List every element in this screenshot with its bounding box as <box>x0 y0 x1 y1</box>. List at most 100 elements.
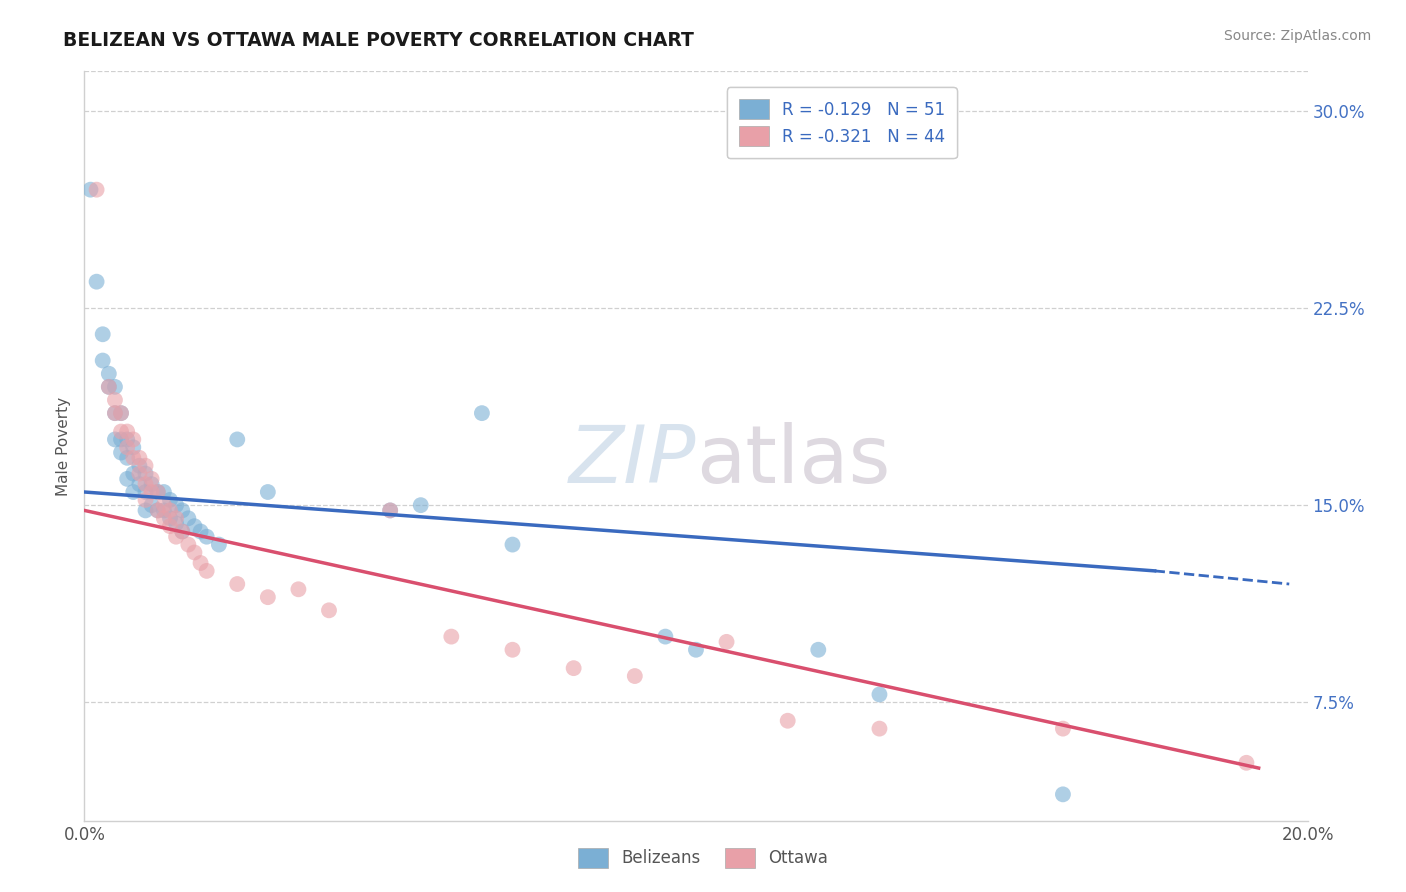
Point <box>172 503 194 517</box>
Point <box>141 472 163 486</box>
Point <box>110 433 132 447</box>
Point <box>128 477 150 491</box>
Point <box>190 556 212 570</box>
Point <box>104 392 127 407</box>
Point <box>135 458 157 473</box>
Point <box>122 450 145 465</box>
Point <box>122 467 145 481</box>
Text: Source: ZipAtlas.com: Source: ZipAtlas.com <box>1223 29 1371 43</box>
Point <box>183 545 205 559</box>
Point <box>1236 756 1258 770</box>
Point <box>807 642 830 657</box>
Point <box>177 538 200 552</box>
Legend: Belizeans, Ottawa: Belizeans, Ottawa <box>571 841 835 875</box>
Point <box>128 467 150 481</box>
Point <box>195 530 218 544</box>
Point <box>135 503 157 517</box>
Point <box>440 630 463 644</box>
Point <box>122 440 145 454</box>
Point <box>195 564 218 578</box>
Point <box>172 524 194 539</box>
Point <box>190 524 212 539</box>
Point <box>110 406 132 420</box>
Point <box>153 511 176 525</box>
Point <box>159 511 181 525</box>
Text: ZIP: ZIP <box>568 422 696 500</box>
Point <box>153 503 176 517</box>
Point <box>135 467 157 481</box>
Point <box>159 519 181 533</box>
Point <box>172 524 194 539</box>
Point <box>135 477 157 491</box>
Point <box>153 498 176 512</box>
Point <box>146 485 169 500</box>
Point <box>1052 722 1074 736</box>
Point <box>208 538 231 552</box>
Point <box>869 688 891 702</box>
Point <box>141 477 163 491</box>
Point <box>177 511 200 525</box>
Point <box>115 425 138 439</box>
Point <box>141 498 163 512</box>
Point <box>110 406 132 420</box>
Point <box>141 485 163 500</box>
Point <box>165 516 187 531</box>
Text: atlas: atlas <box>696 422 890 500</box>
Point <box>122 485 145 500</box>
Point <box>226 433 249 447</box>
Point <box>562 661 585 675</box>
Point <box>502 642 524 657</box>
Point <box>104 406 127 420</box>
Point <box>226 577 249 591</box>
Point <box>97 380 120 394</box>
Legend: R = -0.129   N = 51, R = -0.321   N = 44: R = -0.129 N = 51, R = -0.321 N = 44 <box>727 87 956 158</box>
Point <box>97 367 120 381</box>
Point <box>135 492 157 507</box>
Point <box>159 492 181 507</box>
Point <box>115 433 138 447</box>
Point <box>654 630 676 644</box>
Point <box>716 635 738 649</box>
Point <box>380 503 402 517</box>
Point <box>869 722 891 736</box>
Point <box>165 530 187 544</box>
Point <box>86 275 108 289</box>
Point <box>165 511 187 525</box>
Text: BELIZEAN VS OTTAWA MALE POVERTY CORRELATION CHART: BELIZEAN VS OTTAWA MALE POVERTY CORRELAT… <box>63 31 695 50</box>
Point <box>104 380 127 394</box>
Point <box>110 445 132 459</box>
Point <box>1052 788 1074 802</box>
Point <box>624 669 647 683</box>
Point <box>122 433 145 447</box>
Point <box>146 503 169 517</box>
Point <box>257 590 280 604</box>
Point <box>110 425 132 439</box>
Point <box>502 538 524 552</box>
Point <box>146 485 169 500</box>
Point <box>86 183 108 197</box>
Point <box>318 603 340 617</box>
Point <box>685 642 707 657</box>
Point <box>776 714 799 728</box>
Point <box>115 450 138 465</box>
Point <box>79 183 101 197</box>
Point <box>159 503 181 517</box>
Point <box>128 450 150 465</box>
Point <box>104 433 127 447</box>
Point <box>380 503 402 517</box>
Point <box>115 472 138 486</box>
Point <box>91 327 114 342</box>
Point <box>104 406 127 420</box>
Point <box>97 380 120 394</box>
Point <box>115 440 138 454</box>
Point <box>165 498 187 512</box>
Point <box>128 458 150 473</box>
Point <box>257 485 280 500</box>
Point <box>287 582 309 597</box>
Point <box>146 503 169 517</box>
Point <box>135 485 157 500</box>
Point <box>183 519 205 533</box>
Point <box>409 498 432 512</box>
Point <box>153 485 176 500</box>
Point <box>471 406 494 420</box>
